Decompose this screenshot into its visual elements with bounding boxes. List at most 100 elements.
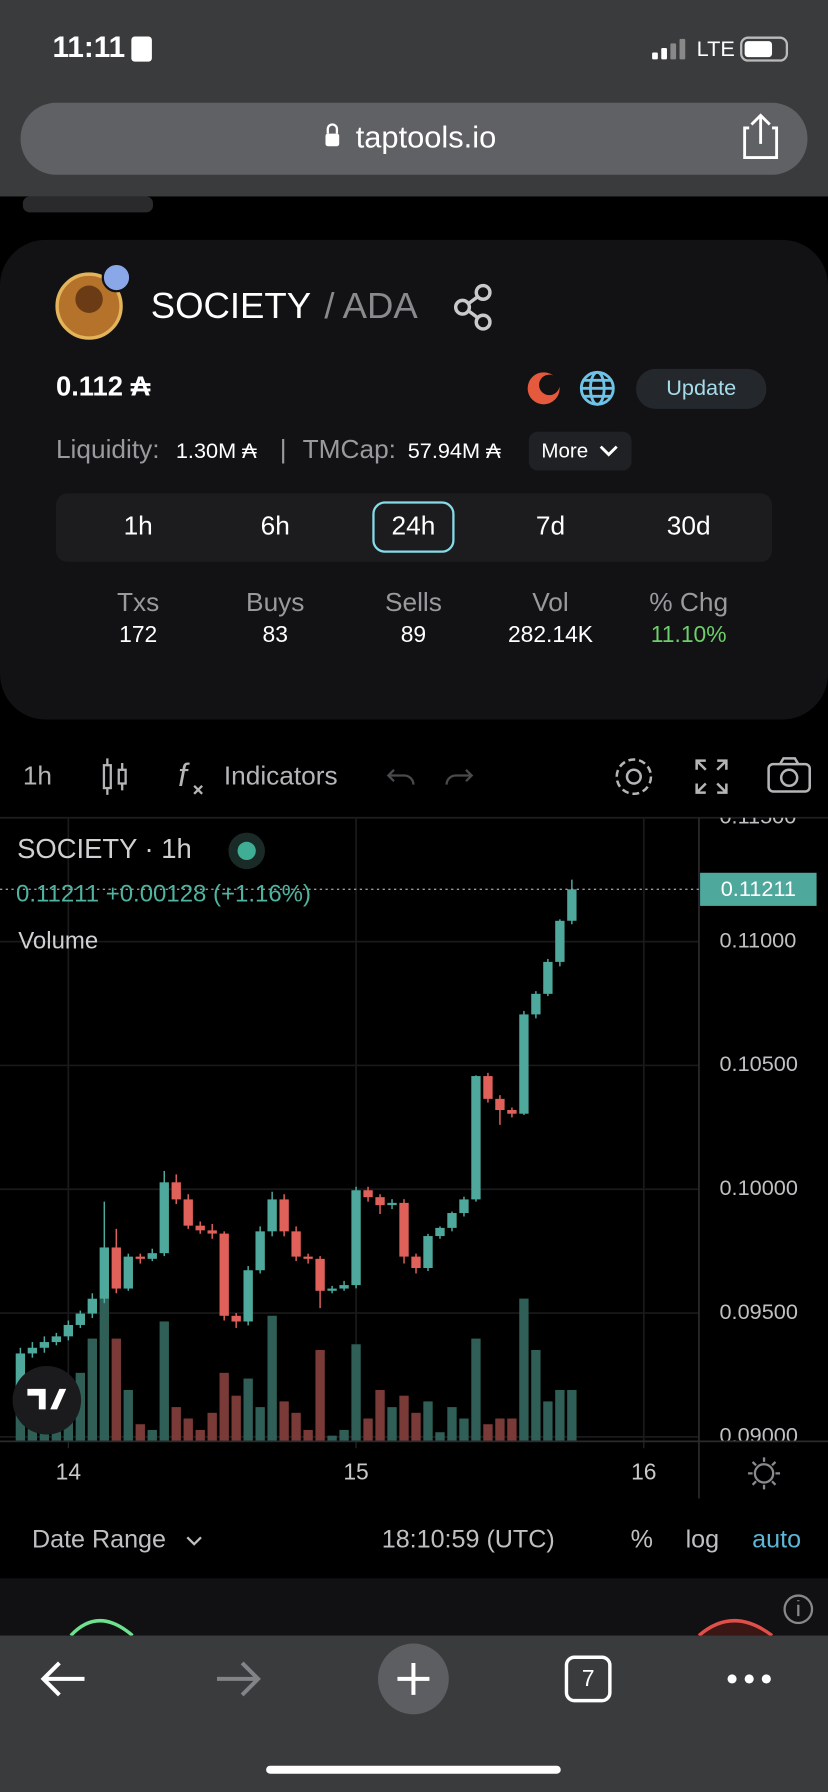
volume-bar [447, 1407, 457, 1442]
price-tag [700, 872, 817, 906]
date-range-chevron [186, 1536, 202, 1546]
volume-bar [531, 1349, 541, 1442]
auto-toggle[interactable]: auto [752, 1525, 801, 1553]
candle-body [387, 1202, 397, 1206]
candle-body [435, 1227, 445, 1237]
more-button[interactable] [528, 431, 632, 471]
battery [740, 36, 789, 62]
fullscreen-button[interactable] [695, 759, 728, 794]
share-token[interactable] [453, 283, 492, 331]
candle-type-button[interactable] [102, 758, 127, 795]
redo[interactable] [445, 768, 474, 785]
volume-bar [519, 1298, 529, 1442]
volume-bar [123, 1389, 133, 1442]
volume-bar [387, 1407, 397, 1442]
tradingview-logo[interactable] [12, 1365, 82, 1435]
candle-body [291, 1231, 301, 1257]
forward-button[interactable] [216, 1661, 261, 1697]
website-icon[interactable] [579, 370, 615, 406]
candle-body [315, 1258, 325, 1291]
battery-level [744, 41, 773, 58]
stat-value: 172 [119, 621, 157, 647]
candle-body [219, 1233, 229, 1316]
settings-button[interactable] [615, 758, 653, 796]
y-tick-label: 0.09500 [720, 1299, 798, 1324]
candle-body [459, 1199, 469, 1214]
volume-bar [111, 1338, 121, 1442]
timezone-button[interactable] [748, 1457, 781, 1490]
undo[interactable] [386, 768, 415, 785]
volume-bar [87, 1338, 97, 1442]
tmcap-value: 57.94M ₳ [408, 438, 501, 463]
volume-bar [423, 1401, 433, 1442]
timeframe-option[interactable]: 24h [392, 511, 436, 541]
more-label: More [541, 440, 588, 463]
volume-bar [411, 1412, 421, 1442]
y-tick-label: 0.10500 [720, 1051, 798, 1076]
new-tab-plus [397, 1662, 430, 1695]
section-icon-right [697, 1618, 774, 1637]
log-toggle[interactable]: log [686, 1525, 720, 1553]
tmcap-label: TMCap: [303, 434, 396, 464]
y-tick-label: 0.10000 [720, 1175, 798, 1200]
volume-bar [231, 1395, 241, 1442]
stat-label: Buys [246, 587, 304, 617]
info-icon[interactable] [783, 1594, 814, 1625]
candle-body [27, 1347, 38, 1354]
status-time: 11:11 [53, 31, 126, 64]
volume-bar [135, 1424, 145, 1442]
token-price: 0.112 ₳ [56, 371, 151, 402]
candle-body [171, 1182, 181, 1200]
snapshot-button[interactable] [767, 757, 811, 793]
menu-button[interactable] [727, 1674, 771, 1684]
volume-bar [219, 1372, 229, 1442]
share-button[interactable] [743, 113, 779, 160]
status-network: LTE [697, 36, 735, 61]
interval-button[interactable]: 1h [23, 761, 52, 791]
token-card [0, 239, 828, 720]
timeframe-option[interactable]: 6h [261, 511, 290, 541]
tabs-button[interactable] [564, 1655, 612, 1703]
timeframe-option[interactable]: 7d [536, 511, 565, 541]
candle-body [519, 1014, 529, 1114]
candle-body [303, 1256, 313, 1259]
volume-bar [543, 1401, 553, 1442]
candle-body [123, 1256, 133, 1289]
volume-bar [495, 1418, 505, 1442]
volume-bar [171, 1407, 181, 1442]
update-label: Update [666, 375, 736, 400]
volume-bar [351, 1344, 361, 1442]
candle-body [231, 1315, 241, 1322]
volume-bar [291, 1412, 301, 1442]
candle-body [495, 1098, 505, 1111]
volume-bar [159, 1321, 169, 1442]
candle-body [555, 920, 565, 962]
volume-bar [339, 1429, 349, 1442]
candle-body [51, 1336, 62, 1343]
chart-legend: 0.11211 +0.00128 (+1.16%) [16, 881, 311, 908]
url-bar[interactable] [20, 102, 808, 175]
volume-bar [435, 1432, 445, 1442]
percent-toggle[interactable]: % [631, 1525, 653, 1553]
indicators-button[interactable]: Indicators [224, 761, 338, 791]
candle-body [483, 1076, 493, 1099]
stat-label: Vol [532, 587, 568, 617]
volume-bar [315, 1349, 325, 1442]
candle-body [75, 1313, 86, 1325]
chart-time: 18:10:59 (UTC) [382, 1525, 555, 1553]
candle-body [243, 1270, 253, 1322]
back-button[interactable] [40, 1661, 85, 1697]
timeframe-option[interactable]: 1h [124, 511, 153, 541]
candle-body [567, 889, 577, 921]
candle-body [135, 1256, 145, 1259]
volume-bar [303, 1429, 313, 1442]
candle-body [147, 1253, 157, 1259]
date-range-button[interactable]: Date Range [32, 1525, 166, 1553]
stat-label: Sells [385, 587, 442, 617]
update-button[interactable] [636, 368, 767, 409]
dex-icon-cut [539, 374, 560, 396]
timeframe-option[interactable]: 30d [667, 511, 711, 541]
volume-bar [207, 1412, 217, 1442]
candle-body [99, 1247, 109, 1299]
volume-bar [243, 1378, 253, 1442]
